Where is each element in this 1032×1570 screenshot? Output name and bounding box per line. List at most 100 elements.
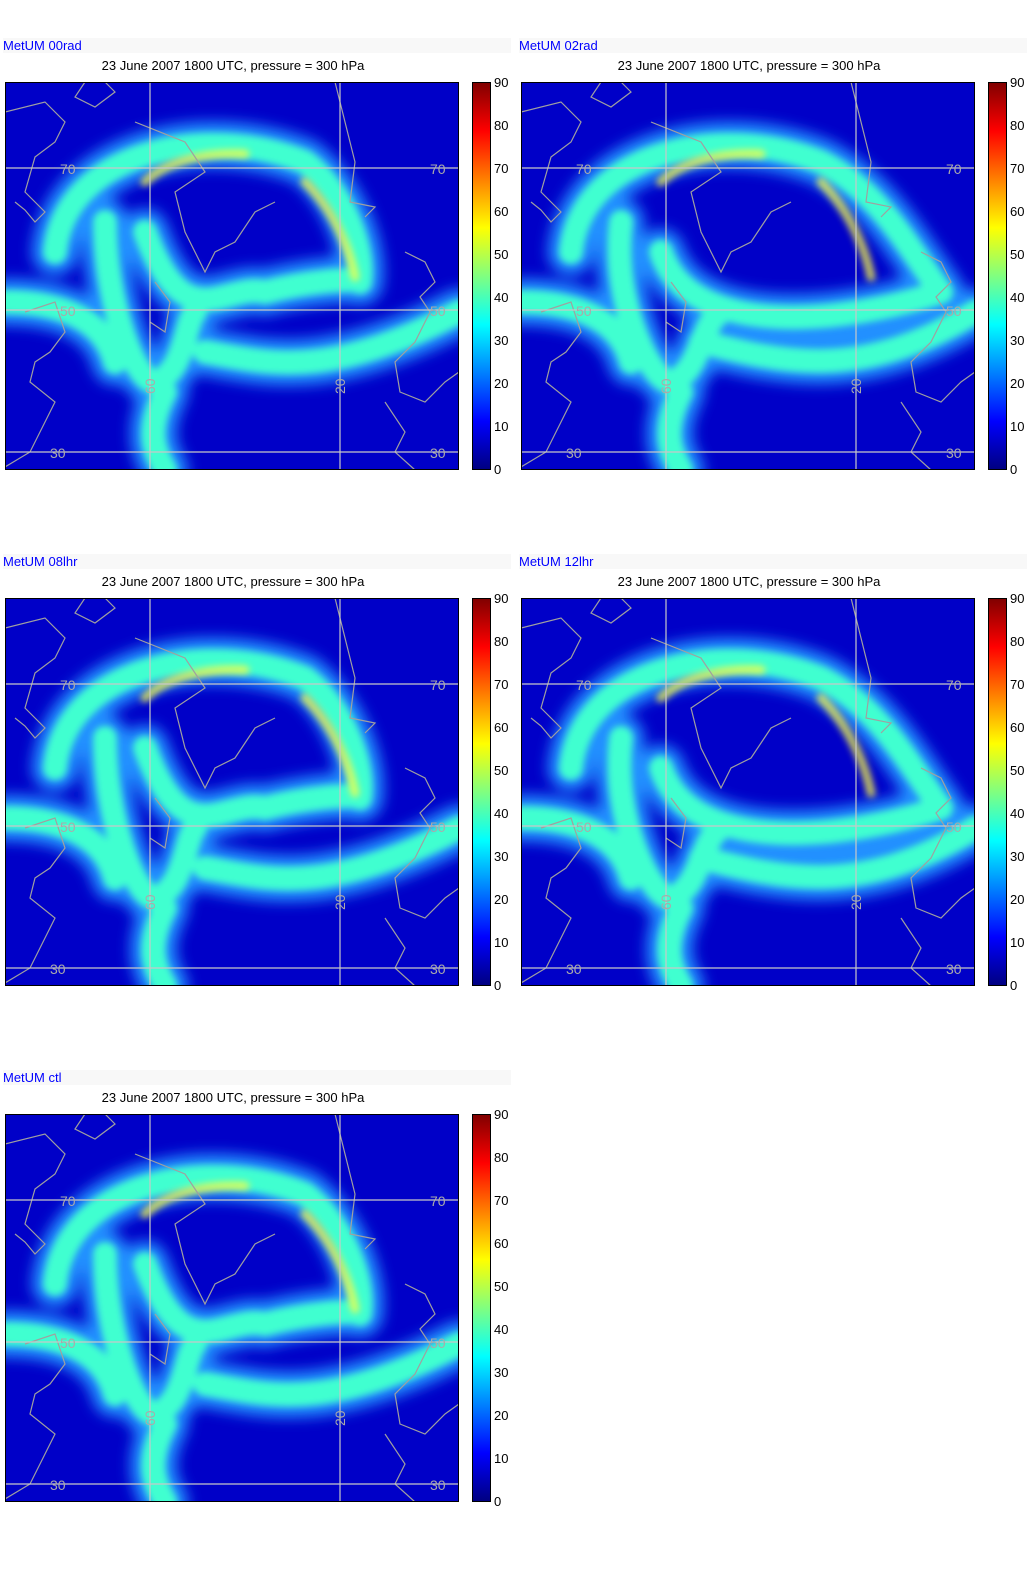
colorbar-tick-label: 0 [494,978,502,993]
graticule-label: 50 [60,1335,76,1351]
run-label: MetUM 12lhr [519,554,1027,569]
map-panel-08lhr: MetUM 08lhr 23 June 2007 1800 UTC, press… [0,554,516,1054]
jet-stream-core [140,1181,360,1314]
graticule-label: 50 [60,303,76,319]
colorbar-tick-label: 0 [1010,978,1018,993]
colorbar-tick-label: 80 [1010,118,1025,133]
coastline [910,767,975,919]
graticule-label: 50 [430,303,446,319]
coastline [5,1333,66,1500]
graticule-label: 60 [142,1410,158,1426]
graticule-label: 60 [658,378,674,394]
map-frame [5,598,459,986]
map-frame [521,598,975,986]
colorbar-tick-label: 80 [1010,634,1025,649]
wind-speed-map: 70 70 50 50 30 30 60 20 [521,82,975,470]
colorbar-tick-label: 40 [1010,290,1025,305]
colorbar-tick-label: 30 [494,1365,509,1380]
map-panel-12lhr: MetUM 12lhr 23 June 2007 1800 UTC, press… [516,554,1032,1054]
colorbar-tick-label: 90 [494,591,509,606]
coastline [384,401,416,470]
graticule-label: 70 [430,161,446,177]
graticule-label: 50 [946,303,962,319]
graticule-label: 50 [430,819,446,835]
map-title: 23 June 2007 1800 UTC, pressure = 300 hP… [101,574,365,589]
jet-stream-core [140,149,360,282]
colorbar-tick-label: 80 [494,1150,509,1165]
jet-stream-mid [521,132,975,470]
graticule-label: 70 [430,677,446,693]
map-title: 23 June 2007 1800 UTC, pressure = 300 hP… [101,58,365,73]
colorbar-tick-label: 10 [1010,935,1025,950]
run-label: MetUM ctl [3,1070,511,1085]
graticule-label: 70 [60,677,76,693]
colorbar-tick-label: 80 [494,634,509,649]
wind-speed-map: 70 70 50 50 30 30 60 20 [5,598,459,986]
run-label: MetUM 02rad [519,38,1027,53]
colorbar-tick-label: 40 [494,290,509,305]
colorbar-tick-label: 50 [1010,763,1025,778]
graticule-label: 20 [332,894,348,910]
coastline [384,1433,416,1502]
graticule-label: 60 [142,378,158,394]
colorbar-tick-label: 0 [1010,462,1018,477]
run-label: MetUM 08lhr [3,554,511,569]
coastline [900,401,932,470]
coastline [149,797,171,850]
colorbar-tick-label: 10 [494,1451,509,1466]
graticule-label: 30 [946,961,962,977]
coastline [334,598,377,734]
graticule-label: 30 [50,1477,66,1493]
graticule-label: 30 [430,445,446,461]
map-frame [5,1114,459,1502]
colorbar-tick-label: 70 [1010,677,1025,692]
jet-stream-core [656,149,876,282]
graticule-label: 70 [946,677,962,693]
graticule-label: 70 [430,1193,446,1209]
coastline [521,301,582,468]
colorbar-tick-label: 90 [494,75,509,90]
graticule-label: 50 [60,819,76,835]
coastline [665,281,687,334]
colorbar-tick-label: 40 [494,1322,509,1337]
colorbar-tick-label: 10 [494,419,509,434]
graticule-label: 50 [576,819,592,835]
colorbar-tick-label: 90 [1010,75,1025,90]
map-title: 23 June 2007 1800 UTC, pressure = 300 hP… [617,574,881,589]
graticule-label: 70 [60,161,76,177]
coastline [850,598,893,734]
graticule-label: 20 [332,378,348,394]
colorbar-tick-label: 10 [494,935,509,950]
colorbar-tick-label: 40 [494,806,509,821]
wind-speed-map: 70 70 50 50 30 30 60 20 [5,82,459,470]
colorbar-tick-label: 60 [494,720,509,735]
graticule-label: 30 [946,445,962,461]
colorbar-tick-label: 70 [494,677,509,692]
graticule-label: 20 [848,894,864,910]
map-frame [5,82,459,470]
colorbar-gradient [472,598,491,986]
map-frame [521,82,975,470]
coastline [521,101,582,223]
colorbar [472,1114,491,1502]
colorbar-tick-label: 50 [494,763,509,778]
colorbar-gradient [472,1114,491,1502]
colorbar-tick-label: 30 [494,849,509,864]
coastline [134,1153,276,1306]
colorbar [472,82,491,470]
coastline [394,1283,459,1435]
graticule-label: 30 [430,1477,446,1493]
coastline [910,251,975,403]
graticule-label: 20 [848,378,864,394]
colorbar-tick-label: 20 [1010,892,1025,907]
coastline [74,82,116,108]
coastline [900,917,932,986]
colorbar-tick-label: 20 [494,1408,509,1423]
graticule-label: 60 [142,894,158,910]
coastline [5,1133,66,1255]
graticule-label: 70 [576,677,592,693]
graticule-label: 30 [566,961,582,977]
colorbar-tick-label: 90 [1010,591,1025,606]
colorbar-tick-label: 70 [494,161,509,176]
graticule-label: 70 [946,161,962,177]
